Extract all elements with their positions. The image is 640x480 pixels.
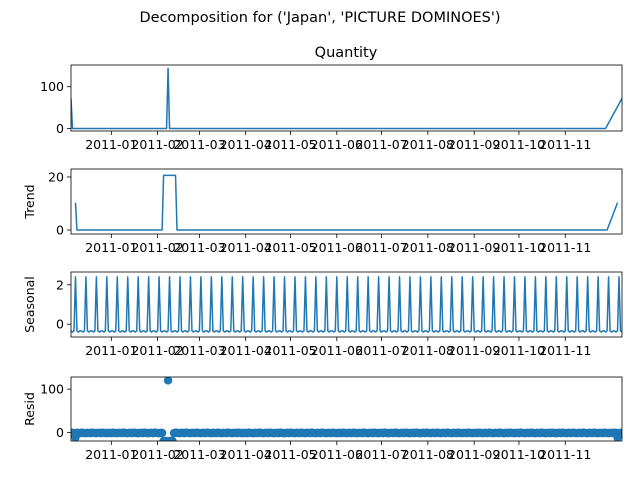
seasonal-x-tick-label: 2011-07 <box>355 343 407 358</box>
quantity-x-tick-label: 2011-03 <box>173 137 225 152</box>
trend-x-tick-label: 2011-07 <box>355 240 407 255</box>
seasonal-x-tick-label: 2011-04 <box>220 343 272 358</box>
resid-axes-frame <box>70 376 623 442</box>
trend-y-tick-label: 0 <box>56 223 64 238</box>
resid-x-tick-label: 2011-08 <box>402 447 454 462</box>
resid-x-tick-label: 2011-02 <box>131 447 183 462</box>
seasonal-x-tick-label: 2011-09 <box>448 343 500 358</box>
trend-x-tick-label: 2011-06 <box>311 240 363 255</box>
quantity-panel: 01002011-012011-022011-032011-042011-052… <box>40 64 623 152</box>
seasonal-plot-area <box>71 276 622 333</box>
quantity-axes-frame <box>70 64 623 132</box>
quantity-x-tick-label: 2011-02 <box>131 137 183 152</box>
resid-panel: 01002011-012011-022011-032011-042011-052… <box>22 376 623 462</box>
seasonal-line <box>71 276 622 333</box>
quantity-x-tick-label: 2011-06 <box>311 137 363 152</box>
resid-x-tick-label: 2011-07 <box>355 447 407 462</box>
quantity-x-tick-label: 2011-10 <box>493 137 545 152</box>
seasonal-y-axis-label: Seasonal <box>22 276 37 333</box>
quantity-x-tick-label: 2011-01 <box>85 137 137 152</box>
trend-x-tick-label: 2011-10 <box>493 240 545 255</box>
quantity-x-tick-label: 2011-09 <box>448 137 500 152</box>
seasonal-x-tick-label: 2011-03 <box>173 343 225 358</box>
trend-panel: 0202011-012011-022011-032011-042011-0520… <box>22 168 623 255</box>
resid-x-tick-label: 2011-09 <box>448 447 500 462</box>
trend-plot-area <box>74 174 619 231</box>
quantity-x-tick-label: 2011-07 <box>355 137 407 152</box>
trend-y-axis-label: Trend <box>22 184 37 219</box>
seasonal-panel: 022011-012011-022011-032011-042011-05201… <box>22 271 623 358</box>
trend-x-tick-label: 2011-05 <box>264 240 316 255</box>
resid-x-tick-label: 2011-10 <box>493 447 545 462</box>
figure-suptitle: Decomposition for ('Japan', 'PICTURE DOM… <box>139 10 500 26</box>
resid-point <box>157 428 167 438</box>
seasonal-x-tick-label: 2011-02 <box>131 343 183 358</box>
trend-y-tick-label: 20 <box>48 169 64 184</box>
quantity-x-tick-label: 2011-05 <box>264 137 316 152</box>
resid-y-axis-label: Resid <box>22 392 37 426</box>
trend-x-tick-label: 2011-04 <box>220 240 272 255</box>
seasonal-x-tick-label: 2011-08 <box>402 343 454 358</box>
seasonal-x-tick-label: 2011-01 <box>85 343 137 358</box>
resid-plot-area <box>71 377 622 441</box>
quantity-plot-area <box>71 67 622 130</box>
quantity-x-tick-label: 2011-08 <box>402 137 454 152</box>
trend-x-tick-label: 2011-03 <box>173 240 225 255</box>
resid-x-tick-label: 2011-05 <box>264 447 316 462</box>
quantity-y-tick-label: 0 <box>56 121 64 136</box>
resid-y-tick-label: 0 <box>56 425 64 440</box>
trend-x-tick-label: 2011-01 <box>85 240 137 255</box>
quantity-line <box>71 67 622 130</box>
trend-x-tick-label: 2011-08 <box>402 240 454 255</box>
resid-point <box>617 428 622 438</box>
resid-x-tick-label: 2011-03 <box>173 447 225 462</box>
resid-point <box>163 377 173 385</box>
resid-x-tick-label: 2011-06 <box>311 447 363 462</box>
quantity-panel-title: Quantity <box>315 45 378 61</box>
trend-axes-frame <box>70 168 623 235</box>
trend-line <box>74 174 619 231</box>
seasonal-x-tick-label: 2011-11 <box>539 343 591 358</box>
resid-x-tick-label: 2011-04 <box>220 447 272 462</box>
quantity-x-tick-label: 2011-11 <box>539 137 591 152</box>
seasonal-y-tick-label: 0 <box>56 317 64 332</box>
resid-y-tick-label: 100 <box>40 382 64 397</box>
trend-x-tick-label: 2011-11 <box>539 240 591 255</box>
seasonal-x-tick-label: 2011-10 <box>493 343 545 358</box>
resid-x-tick-label: 2011-01 <box>85 447 137 462</box>
seasonal-axes-frame <box>70 271 623 338</box>
quantity-y-tick-label: 100 <box>40 79 64 94</box>
seasonal-x-tick-label: 2011-06 <box>311 343 363 358</box>
resid-x-tick-label: 2011-11 <box>539 447 591 462</box>
seasonal-x-tick-label: 2011-05 <box>264 343 316 358</box>
seasonal-y-tick-label: 2 <box>56 277 64 292</box>
quantity-x-tick-label: 2011-04 <box>220 137 272 152</box>
trend-x-tick-label: 2011-09 <box>448 240 500 255</box>
resid-point <box>168 436 177 441</box>
trend-x-tick-label: 2011-02 <box>131 240 183 255</box>
